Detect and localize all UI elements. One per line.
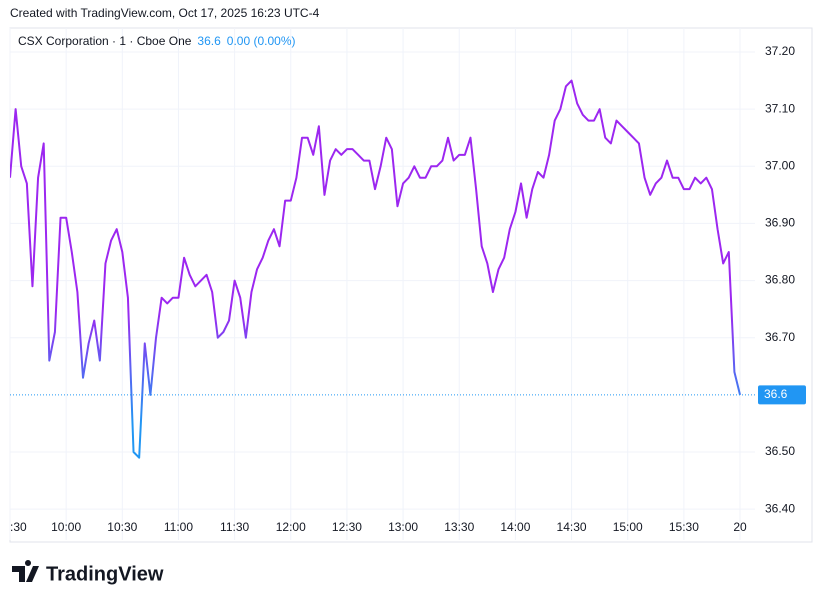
y-tick-label: 37.20	[765, 44, 795, 58]
price-change: 0.00 (0.00%)	[227, 34, 296, 48]
x-tick-label: 20	[733, 520, 747, 534]
x-tick-label: 15:00	[613, 520, 643, 534]
created-note: Created with TradingView.com, Oct 17, 20…	[10, 6, 320, 20]
x-tick-label: 12:30	[332, 520, 362, 534]
last-price-label: 36.6	[764, 387, 788, 401]
x-tick-label: 13:00	[388, 520, 418, 534]
x-tick-label: :30	[10, 520, 27, 534]
y-tick-label: 36.40	[765, 501, 795, 515]
x-tick-label: 14:00	[500, 520, 530, 534]
last-price-box	[758, 385, 806, 405]
x-tick-label: 11:00	[164, 520, 193, 534]
y-tick-label: 36.70	[765, 330, 795, 344]
y-tick-label: 36.50	[765, 444, 795, 458]
y-tick-label: 36.90	[765, 216, 795, 230]
x-tick-label: 14:30	[557, 520, 587, 534]
y-tick-label: 37.10	[765, 101, 795, 115]
last-price: 36.6	[197, 34, 221, 48]
logo: TradingView	[12, 559, 164, 585]
x-tick-label: 10:00	[51, 520, 81, 534]
y-tick-label: 36.80	[765, 273, 795, 287]
chart-title: CSX Corporation · 1 · Cboe One	[18, 34, 192, 48]
x-tick-label: 12:00	[276, 520, 306, 534]
x-tick-label: 15:30	[669, 520, 699, 534]
chart-header: CSX Corporation · 1 · Cboe One 36.6 0.00 (…	[18, 34, 296, 48]
chart-frame	[9, 27, 813, 543]
price-line	[10, 79, 742, 459]
logo-text: TradingView	[46, 563, 164, 585]
x-tick-label: 11:30	[220, 520, 249, 534]
logo-icon	[12, 559, 39, 582]
y-tick-label: 37.00	[765, 158, 795, 172]
x-tick-label: 10:30	[107, 520, 137, 534]
x-tick-label: 13:30	[444, 520, 474, 534]
